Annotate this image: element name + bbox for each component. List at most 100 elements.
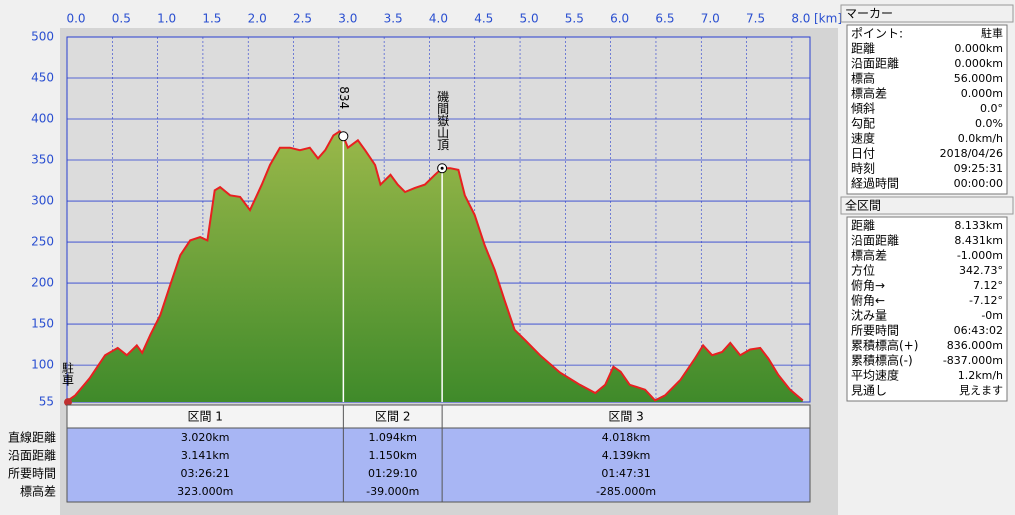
panel-title-bg xyxy=(840,4,1014,23)
x-tick-label: 7.0 xyxy=(701,12,720,26)
column-header: 区間 2 xyxy=(375,410,410,424)
panel-label: 累積標高(-) xyxy=(851,353,913,368)
panel-label: 沈み量 xyxy=(851,308,887,323)
cell: 3.141km xyxy=(181,449,230,462)
panel-label: 標高 xyxy=(851,71,875,86)
y-tick-label: 350 xyxy=(31,153,54,167)
panel-label: 俯角→ xyxy=(851,278,885,293)
x-tick-label: 1.5 xyxy=(202,12,221,26)
panel-value: 342.73° xyxy=(959,264,1003,277)
panel-value: 8.133km xyxy=(954,219,1003,232)
y-tick-label: 450 xyxy=(31,71,54,85)
row-label: 直線距離 xyxy=(8,430,56,445)
cell: 01:29:10 xyxy=(368,467,417,480)
column-header: 区間 1 xyxy=(187,410,222,424)
panel-title-bg xyxy=(840,196,1014,215)
marker-label: 磯間嶽山頂 xyxy=(436,90,450,151)
x-tick-label: 2.5 xyxy=(293,12,312,26)
marker xyxy=(64,398,72,407)
panel-value: -7.12° xyxy=(969,294,1003,307)
y-tick-label: 500 xyxy=(31,30,54,44)
cell: 323.000m xyxy=(177,485,233,498)
panel-value: 00:00:00 xyxy=(954,177,1003,190)
panel-label: 方位 xyxy=(851,263,875,278)
row-label: 沿面距離 xyxy=(8,449,56,463)
panel-value: 0.000km xyxy=(954,57,1003,70)
y-tick-label: 250 xyxy=(31,235,54,249)
x-tick-label: 6.5 xyxy=(655,12,674,26)
cell: 01:47:31 xyxy=(601,467,650,480)
panel-value: 0.0km/h xyxy=(958,132,1003,145)
panel-label: 俯角← xyxy=(851,293,885,308)
panel-value: 0.0% xyxy=(975,117,1003,130)
x-tick-label: 0.5 xyxy=(112,12,131,26)
panel-value: 0.0° xyxy=(980,102,1003,115)
cell: 3.020km xyxy=(181,431,230,444)
panel-value: 駐車 xyxy=(981,26,1003,40)
x-tick-label: 4.5 xyxy=(474,12,493,26)
panel-value: 06:43:02 xyxy=(954,324,1003,337)
cell: 1.094km xyxy=(368,431,417,444)
x-tick-label: 5.0 xyxy=(520,12,539,26)
marker-label: 834 xyxy=(337,86,351,109)
panel-body xyxy=(846,216,1008,402)
panel-value: 0.000m xyxy=(961,87,1003,100)
cell: 03:26:21 xyxy=(180,467,229,480)
column-header: 区間 3 xyxy=(608,410,643,424)
panel-title: 全区間 xyxy=(845,198,881,213)
panel-label: 経過時間 xyxy=(851,177,899,191)
panel-label: 距離 xyxy=(851,219,875,233)
panel-value: 見えます xyxy=(959,384,1003,397)
cell: -285.000m xyxy=(596,485,656,498)
x-tick-label: 6.0 xyxy=(610,12,629,26)
panel-label: 勾配 xyxy=(851,117,875,131)
table-body-bg xyxy=(66,427,811,503)
elevation-line xyxy=(66,129,804,403)
panel-label: 見通し xyxy=(851,384,887,398)
panel-label: ポイント: xyxy=(851,27,903,41)
panel-label: 標高差 xyxy=(851,86,887,101)
marker-dot xyxy=(440,166,444,170)
panel-label: 標高差 xyxy=(851,248,887,263)
x-tick-label: 4.0 xyxy=(429,12,448,26)
cell: 4.139km xyxy=(602,449,651,462)
x-tick-label: 2.0 xyxy=(248,12,267,26)
panel-value: 1.2km/h xyxy=(958,369,1003,382)
panel-title: マーカー xyxy=(845,7,893,21)
y-tick-label: 55 xyxy=(39,395,54,409)
panel-value: 8.431km xyxy=(954,234,1003,247)
elevation-area xyxy=(67,131,803,403)
cell: 4.018km xyxy=(602,431,651,444)
panel-value: -0m xyxy=(981,309,1003,322)
x-tick-label: 7.5 xyxy=(746,12,765,26)
panel-value: 0.000km xyxy=(954,42,1003,55)
x-unit: [km] xyxy=(814,12,842,26)
row-label: 所要時間 xyxy=(8,467,56,481)
panel-label: 距離 xyxy=(851,42,875,56)
y-tick-label: 300 xyxy=(31,194,54,208)
panel-label: 累積標高(+) xyxy=(851,338,918,353)
panel-body xyxy=(846,24,1008,195)
x-tick-label: 5.5 xyxy=(565,12,584,26)
panel-label: 時刻 xyxy=(851,162,875,176)
panel-label: 平均速度 xyxy=(851,368,899,383)
table-header-bg xyxy=(66,404,811,429)
x-tick-label: 3.0 xyxy=(338,12,357,26)
panel-value: 2018/04/26 xyxy=(940,147,1003,160)
marker xyxy=(338,131,349,142)
row-label: 標高差 xyxy=(20,484,56,499)
y-tick-label: 100 xyxy=(31,358,54,372)
x-tick-label: 8.0 xyxy=(791,12,810,26)
panel-value: 836.000m xyxy=(947,339,1003,352)
x-tick-label: 0.0 xyxy=(66,12,85,26)
panel-label: 傾斜 xyxy=(851,102,875,116)
x-tick-label: 1.0 xyxy=(157,12,176,26)
cell: 1.150km xyxy=(368,449,417,462)
marker-label: 駐車 xyxy=(61,361,75,387)
panel-value: -1.000m xyxy=(957,249,1003,262)
panel-value: 09:25:31 xyxy=(954,162,1003,175)
panel-value: -837.000m xyxy=(943,354,1003,367)
panel-label: 沿面距離 xyxy=(851,57,899,71)
cell: -39.000m xyxy=(366,485,419,498)
